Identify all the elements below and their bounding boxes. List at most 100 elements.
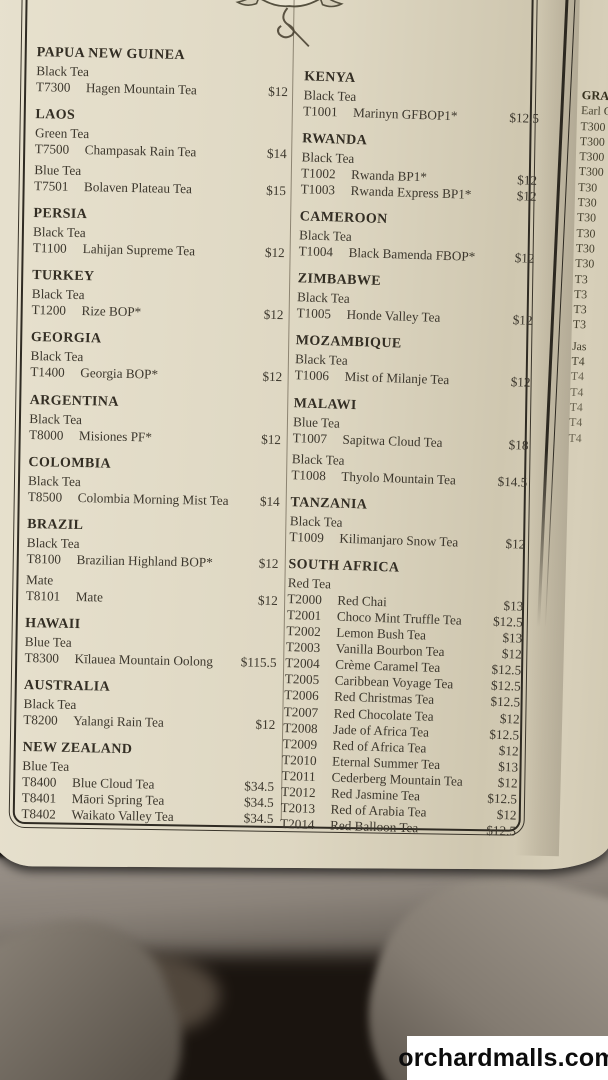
website-url: orchardmalls.com	[398, 1043, 608, 1072]
item-price: $12	[263, 307, 284, 323]
item-code: T1100	[32, 240, 67, 257]
item-name: Lahijan Supreme Tea	[82, 241, 196, 259]
country-section: ARGENTINA Black Tea T8000 Misiones PF* $12	[29, 392, 282, 448]
menu-column-left: PAPUA NEW GUINEA Black Tea T7300 Hagen Moun…	[21, 44, 289, 838]
item-price: $12	[499, 710, 520, 727]
item-price: $12.5	[490, 694, 521, 710]
country-section: COLOMBIA Black Tea T8500 Colombia Morning M…	[28, 454, 281, 510]
item-name: Brazilian Highland BOP*	[76, 551, 213, 570]
country-section: GEORGIA Black Tea T1400 Georgia BOP* $12	[30, 330, 283, 386]
tea-type-group: Green Tea T7500 Champasak Rain Tea $14	[35, 125, 288, 162]
item-code: T1008	[291, 466, 327, 483]
item-code: T8500	[27, 488, 63, 505]
country-section: MOZAMBIQUE Black Tea T1006 Mist of Milanje …	[294, 333, 532, 392]
item-price: $12	[517, 172, 538, 188]
tea-type-group: Black Tea T8500 Colombia Morning Mist Tea $…	[28, 473, 281, 510]
tea-type-group: Black Tea T7300 Hagen Mountain Tea $12	[36, 63, 289, 100]
item-name: Misiones PF*	[78, 427, 153, 445]
item-price: $34.5	[243, 794, 274, 811]
item-price: $34.5	[244, 778, 275, 795]
item-price: $12.5	[491, 661, 522, 678]
item-price: $115.5	[240, 654, 277, 670]
item-price: $12	[505, 535, 526, 552]
tea-type-group: Blue Tea T8300 Kīlauea Mountain Oolong $115…	[24, 634, 277, 671]
item-code: T2013	[280, 799, 316, 817]
tea-type-group: Black Tea T8100 Brazilian Highland BOP* $12	[26, 535, 279, 572]
country-section: KENYA Black Tea T1001 Marinyn GFBOP1* $12.5	[303, 68, 541, 127]
country-section: ZIMBABWE Black Tea T1005 Honde Valley Tea $1…	[296, 271, 534, 330]
tea-type-group: Black Tea T1006 Mist of Milanje Tea $12	[294, 352, 531, 392]
tea-type-group: Blue Tea T1007 Sapitwa Cloud Tea $18	[292, 414, 529, 454]
item-code: T7500	[34, 141, 70, 157]
item-name: Hagen Mountain Tea	[85, 80, 198, 98]
tea-type-group: Black Tea T1008 Thyolo Mountain Tea $14.5	[291, 451, 528, 491]
item-price: $14.5	[497, 473, 528, 490]
country-section: HAWAII Blue Tea T8300 Kīlauea Mountain Oolo…	[24, 615, 277, 671]
adjacent-page-text-line: T3	[572, 317, 587, 332]
tea-type-group: Black Tea T1100 Lahijan Supreme Tea $12	[33, 224, 286, 261]
item-code: T2000	[287, 590, 323, 607]
country-section: TANZANIA Black Tea T1009 Kilimanjaro Snow T…	[289, 494, 527, 553]
item-code: T1001	[302, 103, 338, 120]
item-name: Kīlauea Mountain Oolong	[74, 650, 214, 669]
tea-type-group: Blue Tea T8400 Blue Cloud Tea $34.5 T8401 Māo…	[21, 758, 274, 827]
item-code: T2014	[279, 816, 315, 833]
item-code: T1006	[294, 367, 330, 384]
item-code: T2008	[283, 719, 318, 736]
item-price: $12	[268, 83, 289, 100]
item-price: $12	[497, 774, 518, 791]
item-price: $12.5	[490, 677, 521, 694]
item-name: Georgia BOP*	[80, 365, 159, 383]
item-name: Yalangi Rain Tea	[73, 712, 164, 730]
item-code: T1004	[298, 243, 334, 260]
item-code: T2006	[284, 687, 319, 704]
country-heading: AUSTRALIA	[23, 677, 111, 695]
item-price: $12.5	[492, 613, 523, 630]
tea-type-group: Black Tea T1009 Kilimanjaro Snow Tea $12	[289, 513, 526, 553]
country-section: PERSIA Black Tea T1100 Lahijan Supreme Tea $…	[33, 205, 286, 261]
country-section: CAMEROON Black Tea T1004 Black Bamenda FBOP…	[298, 209, 536, 268]
item-code: T1200	[31, 302, 67, 319]
item-code: T8400	[21, 774, 57, 790]
item-code: T2011	[281, 767, 316, 784]
item-price: $12	[496, 806, 517, 823]
item-code: T1009	[289, 528, 325, 545]
country-heading: NEW ZEALAND	[22, 740, 133, 758]
country-heading: GEORGIA	[30, 330, 102, 347]
watermark: orchardmalls.com	[398, 1036, 608, 1080]
item-code: T2007	[283, 703, 319, 720]
country-section: NEW ZEALAND Blue Tea T8400 Blue Cloud Tea $3…	[21, 739, 275, 827]
item-code: T1003	[300, 181, 336, 198]
item-code: T2009	[282, 735, 318, 752]
tea-type-group: Black Tea T8200 Yalangi Rain Tea $12	[23, 696, 276, 733]
item-price: $14	[259, 493, 280, 509]
item-price: $12.5	[487, 790, 518, 807]
country-section: PAPUA NEW GUINEA Black Tea T7300 Hagen Moun…	[36, 44, 289, 100]
item-name: Champasak Rain Tea	[84, 142, 197, 160]
country-section: SOUTH AFRICA Red Tea T2000 Red Chai $13 T2001…	[280, 556, 525, 840]
item-code: T8402	[21, 806, 56, 822]
item-price: $12	[264, 244, 285, 261]
item-code: T2010	[281, 751, 317, 768]
country-section: AUSTRALIA Black Tea T8200 Yalangi Rain Tea $…	[23, 677, 276, 733]
item-name: Rize BOP*	[81, 303, 142, 320]
item-price: $13	[498, 758, 519, 775]
tea-type-group: Red Tea T2000 Red Chai $13 T2001 Choco Mint T…	[280, 575, 524, 840]
item-code: T2005	[284, 671, 320, 688]
item-price: $12	[257, 592, 278, 608]
tea-type-group: Black Tea T1002 Rwanda BP1* $12 T1003 Rwanda …	[300, 149, 537, 205]
country-heading: PERSIA	[33, 206, 88, 223]
item-price: $15	[266, 182, 287, 199]
item-price: $12.5	[509, 109, 540, 126]
item-price: $12	[255, 716, 276, 733]
country-heading: COLOMBIA	[28, 454, 112, 472]
item-price: $12	[498, 742, 519, 759]
item-code: T2012	[280, 783, 316, 801]
item-name: Colombia Morning Mist Tea	[77, 489, 229, 508]
item-price: $34.5	[243, 810, 274, 827]
item-name: Bolaven Plateau Tea	[83, 179, 193, 197]
item-code: T1005	[296, 305, 332, 322]
country-section: LAOS Green Tea T7500 Champasak Rain Tea $14 B…	[34, 106, 288, 199]
item-price: $12	[516, 188, 537, 205]
